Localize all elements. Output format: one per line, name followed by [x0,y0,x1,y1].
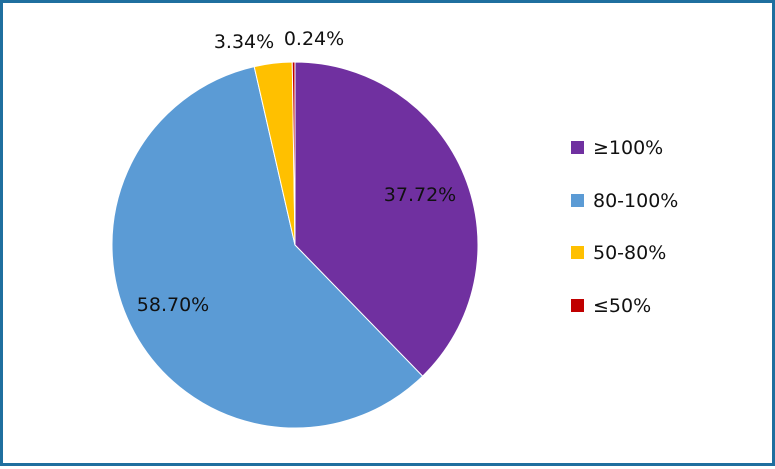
legend-swatch-80-100 [571,194,584,207]
legend-label-50-80: 50-80% [593,242,666,264]
legend-swatch-le50 [571,299,584,312]
pie-slice-le50 [291,61,296,246]
pie-slice-ge100 [294,61,479,377]
pie-chart: 37.72% 58.70% 3.34% 0.24% ≥100% 80-100% 50-… [111,28,678,429]
pie-slices [111,61,479,429]
slice-label-le50: 0.24% [284,28,344,50]
pie-slice-80-100 [111,66,424,429]
legend-label-80-100: 80-100% [593,190,678,212]
slice-labels: 37.72% 58.70% 3.34% 0.24% [137,28,456,316]
legend-swatch-ge100 [571,141,584,154]
legend-label-le50: ≤50% [593,295,651,317]
slice-label-50-80: 3.34% [214,31,274,53]
legend: ≥100% 80-100% 50-80% ≤50% [571,137,678,317]
legend-label-ge100: ≥100% [593,137,663,159]
legend-swatch-50-80 [571,246,584,259]
slice-label-80-100: 58.70% [137,294,209,316]
slice-label-ge100: 37.72% [384,184,456,206]
